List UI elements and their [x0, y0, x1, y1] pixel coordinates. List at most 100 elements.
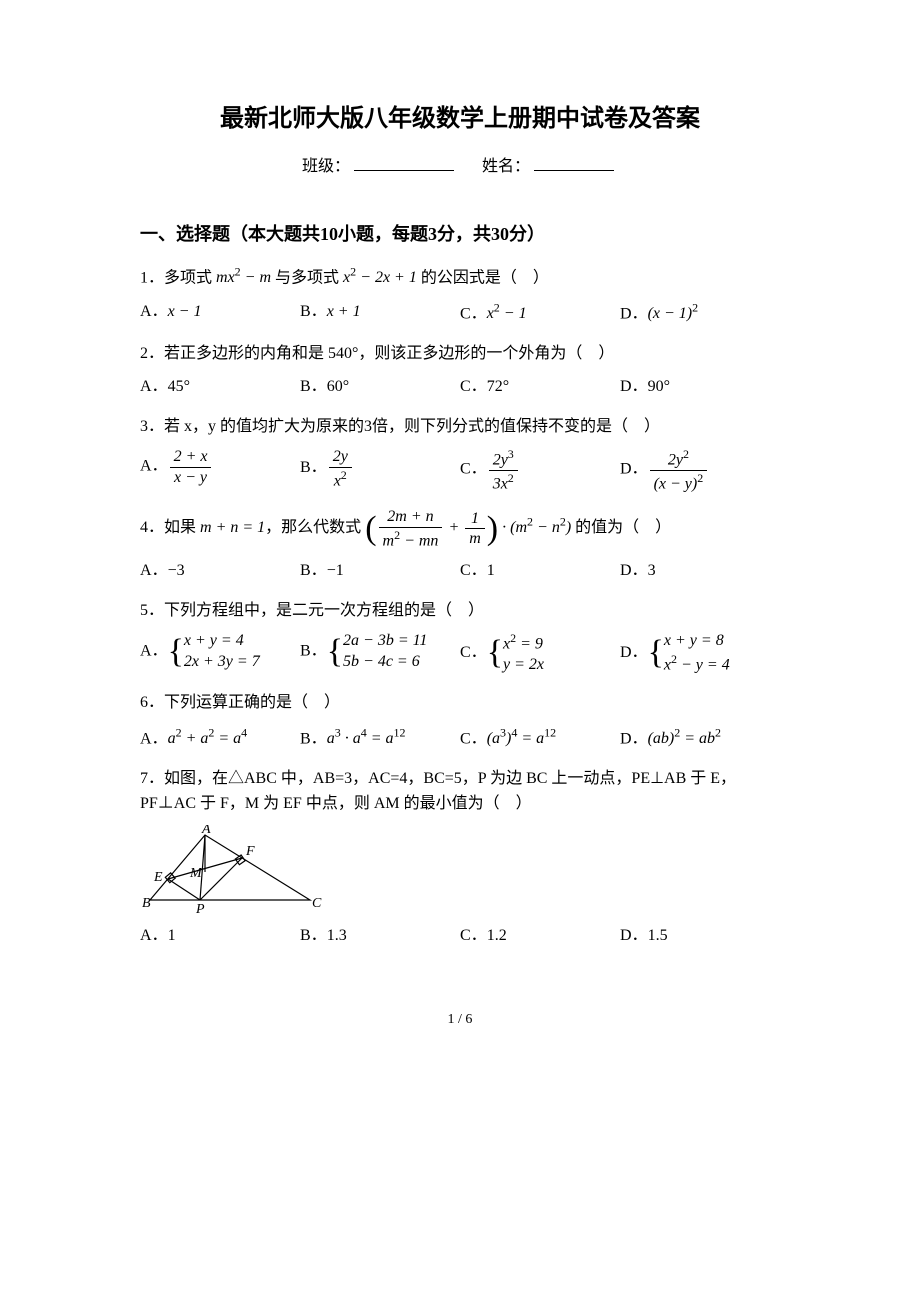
eq-line: 2x + 3y = 7: [184, 652, 260, 673]
q4-stem: 4．如果 m + n = 1，那么代数式 (2m + nm2 − mn + 1m…: [140, 507, 780, 550]
q-text: ．下列方程组中，是二元一次方程组的是（ ）: [148, 602, 484, 619]
choice: B．2yx2: [300, 447, 460, 493]
math-part: (x − 1): [648, 305, 693, 322]
q5-choices: A．{x + y = 42x + 3y = 7 B．{2a − 3b = 115…: [140, 631, 780, 676]
eq-line: x + y = 4: [184, 631, 260, 652]
frac-num: 2 + x: [170, 447, 212, 467]
eq-line: 2a − 3b = 11: [343, 631, 427, 652]
choice: A．x − 1: [140, 299, 300, 327]
q-text: ．下列运算正确的是（ ）: [148, 694, 340, 711]
math-part: x: [664, 656, 671, 673]
q-text: 的公因式是（ ）: [417, 269, 549, 286]
math-part: = ab: [680, 730, 715, 747]
q7-figure: A B C E F M P: [140, 825, 780, 915]
choice-text: 1: [487, 562, 495, 579]
choice: C．{x2 = 9y = 2x: [460, 631, 620, 676]
q-number: 7: [140, 770, 148, 787]
q2-stem: 2．若正多边形的内角和是 540°，则该正多边形的一个外角为（ ）: [140, 341, 780, 367]
math-part: + a: [182, 730, 209, 747]
math-part: 2y: [493, 452, 508, 469]
choice: A．1: [140, 923, 300, 949]
q3-stem: 3．若 x，y 的值均扩大为原来的3倍，则下列分式的值保持不变的是（ ）: [140, 414, 780, 440]
q1-choices: A．x − 1 B．x + 1 C．x2 − 1 D．(x − 1)2: [140, 299, 780, 327]
math-part: a: [327, 730, 335, 747]
choice-text: 90°: [648, 378, 670, 395]
vertex-label: P: [195, 902, 205, 915]
math-part: = 9: [516, 636, 543, 653]
choice: B．−1: [300, 558, 460, 584]
math-part: = a: [214, 730, 241, 747]
q-text: ．若正多边形的内角和是 540°，则该正多边形的一个外角为（ ）: [148, 345, 614, 362]
q-number: 1: [140, 269, 148, 286]
choice: A．−3: [140, 558, 300, 584]
math-part: n: [552, 519, 560, 536]
q-text: 与多项式: [271, 269, 343, 286]
choice: C．72°: [460, 374, 620, 400]
choice-text: 45°: [168, 378, 190, 395]
math-part: mx: [216, 269, 235, 286]
q-number: 5: [140, 602, 148, 619]
frac-den: m: [465, 529, 485, 548]
choice: C．1.2: [460, 923, 620, 949]
q-text: ．如果: [148, 519, 200, 536]
page-footer: 1 / 6: [140, 1009, 780, 1031]
math-part: − 1: [500, 305, 527, 322]
math-part: · a: [341, 730, 361, 747]
q7-choices: A．1 B．1.3 C．1.2 D．1.5: [140, 923, 780, 949]
choice-text: 1: [168, 927, 176, 944]
math-part: − y = 4: [677, 656, 730, 673]
vertex-label: M: [189, 866, 203, 881]
class-blank: [354, 154, 454, 171]
eq-line: x + y = 8: [664, 631, 730, 652]
choice: C．x2 − 1: [460, 299, 620, 327]
choice-text: 3: [648, 562, 656, 579]
choice-text: 60°: [327, 378, 349, 395]
choice: D．{x + y = 8x2 − y = 4: [620, 631, 780, 676]
frac-num: 2m + n: [379, 507, 443, 527]
math-part: (x − y): [654, 475, 698, 492]
q7-stem: 7．如图，在△ABC 中，AB=3，AC=4，BC=5，P 为边 BC 上一动点…: [140, 766, 780, 817]
math-part: x: [334, 472, 341, 489]
choice-text: 72°: [487, 378, 509, 395]
choice-text: 1.2: [487, 927, 507, 944]
choice: B．x + 1: [300, 299, 460, 327]
choice: B．60°: [300, 374, 460, 400]
choice: D．2y2(x − y)2: [620, 447, 780, 493]
math-part: − mn: [400, 532, 438, 549]
choice: D．(x − 1)2: [620, 299, 780, 327]
q3-choices: A．2 + xx − y B．2yx2 C．2y33x2 D．2y2(x − y…: [140, 447, 780, 493]
q-text: 的值为（ ）: [571, 519, 671, 536]
choice-text: −3: [168, 562, 185, 579]
choice: B．{2a − 3b = 115b − 4c = 6: [300, 631, 460, 676]
q5-stem: 5．下列方程组中，是二元一次方程组的是（ ）: [140, 598, 780, 624]
name-blank: [534, 154, 614, 171]
math-part: m: [515, 519, 527, 536]
vertex-label: E: [153, 870, 163, 885]
choice: A．a2 + a2 = a4: [140, 724, 300, 752]
question-3: 3．若 x，y 的值均扩大为原来的3倍，则下列分式的值保持不变的是（ ） A．2…: [140, 414, 780, 494]
q6-choices: A．a2 + a2 = a4 B．a3 · a4 = a12 C．(a3)4 =…: [140, 724, 780, 752]
q2-choices: A．45° B．60° C．72° D．90°: [140, 374, 780, 400]
page-title: 最新北师大版八年级数学上册期中试卷及答案: [140, 100, 780, 138]
frac-num: 2y: [329, 447, 352, 467]
choice: D．1.5: [620, 923, 780, 949]
choice: C．1: [460, 558, 620, 584]
vertex-label: F: [245, 844, 255, 859]
choice: B．1.3: [300, 923, 460, 949]
math-part: x: [487, 305, 494, 322]
q-text: ．多项式: [148, 269, 216, 286]
question-4: 4．如果 m + n = 1，那么代数式 (2m + nm2 − mn + 1m…: [140, 507, 780, 583]
class-label: 班级：: [302, 158, 350, 175]
math-part: − m: [241, 269, 271, 286]
question-2: 2．若正多边形的内角和是 540°，则该正多边形的一个外角为（ ） A．45° …: [140, 341, 780, 400]
choice: D．3: [620, 558, 780, 584]
math-expr: m + n = 1: [200, 519, 265, 536]
choice: A．2 + xx − y: [140, 447, 300, 493]
math-part: (ab): [648, 730, 675, 747]
q-number: 6: [140, 694, 148, 711]
choice-text: −1: [327, 562, 344, 579]
frac-num: 1: [465, 509, 485, 529]
q-text: ．如图，在△ABC 中，AB=3，AC=4，BC=5，P 为边 BC 上一动点，…: [140, 770, 736, 813]
q-number: 4: [140, 519, 148, 536]
triangle-diagram: A B C E F M P: [140, 825, 330, 915]
